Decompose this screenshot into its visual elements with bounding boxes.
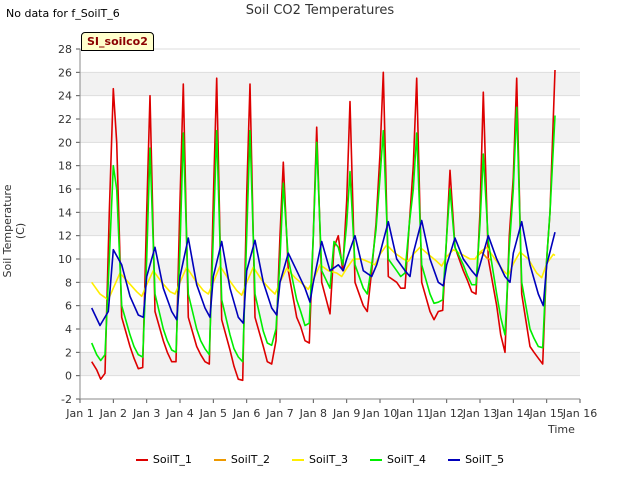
grid-band <box>80 119 580 143</box>
legend-label: SoilT_2 <box>230 453 270 466</box>
x-tick-label: Jan 9 <box>332 407 360 420</box>
grid-band <box>80 72 580 96</box>
legend-label: SoilT_3 <box>308 453 349 466</box>
legend-label: SoilT_5 <box>465 453 505 466</box>
x-tick-label: Jan 7 <box>265 407 293 420</box>
x-axis-label: Time <box>548 423 575 436</box>
y-tick-label: 4 <box>65 323 72 336</box>
y-axis-label: Soil Temperature (C) <box>1 184 27 278</box>
y-tick-label: 24 <box>58 90 72 103</box>
y-tick-label: 28 <box>58 43 72 56</box>
legend-item-soilt3[interactable]: SoilT_3 <box>291 453 349 466</box>
y-tick-label: 0 <box>65 370 72 383</box>
y-tick-label: 18 <box>58 160 72 173</box>
y-tick-label: 12 <box>58 230 72 243</box>
chart-title: Soil CO2 Temperatures <box>245 3 395 18</box>
x-tick-label: Jan 5 <box>199 407 227 420</box>
grid-band <box>80 212 580 236</box>
x-tick-label: Jan 13 <box>462 407 497 420</box>
x-tick-label: Jan 10 <box>362 407 397 420</box>
y-tick-label: -2 <box>61 393 72 406</box>
grid-band <box>80 305 580 329</box>
y-tick-label: 20 <box>58 136 72 149</box>
legend-label: SoilT_4 <box>387 453 427 466</box>
legend-label: SoilT_1 <box>152 453 192 466</box>
legend-swatch <box>135 458 148 461</box>
y-tick-label: 26 <box>58 66 72 79</box>
site-badge[interactable]: SI_soilco2 <box>81 32 154 51</box>
legend-item-soilt4[interactable]: SoilT_4 <box>370 453 426 466</box>
legend-swatch <box>448 458 461 461</box>
grid-band <box>80 352 580 376</box>
grid-band <box>80 165 580 189</box>
legend-swatch <box>291 458 304 461</box>
y-tick-label: 6 <box>65 300 72 313</box>
y-tick-label: 16 <box>58 183 72 196</box>
x-tick-label: Jan 15 <box>528 407 563 420</box>
y-tick-label: 10 <box>58 253 72 266</box>
y-tick-label: 8 <box>65 276 72 289</box>
legend-item-soilt5[interactable]: SoilT_5 <box>448 453 504 466</box>
x-tick-label: Jan 11 <box>395 407 430 420</box>
y-tick-label: 14 <box>58 206 72 219</box>
x-tick-label: Jan 12 <box>428 407 463 420</box>
x-tick-label: Jan 6 <box>232 407 260 420</box>
x-tick-label: Jan 4 <box>165 407 193 420</box>
x-tick-label: Jan 16 <box>562 407 597 420</box>
y-tick-label: 22 <box>58 113 72 126</box>
legend-item-soilt1[interactable]: SoilT_1 <box>135 453 192 466</box>
series-line-soilt5 <box>90 219 556 327</box>
x-tick-label: Jan 2 <box>99 407 127 420</box>
legend-swatch <box>370 458 383 461</box>
x-tick-label: Jan 3 <box>132 407 160 420</box>
legend-swatch <box>213 458 226 461</box>
plot-bands <box>80 72 580 376</box>
series-line-soilt4 <box>90 106 556 363</box>
no-data-notice: No data for f_SoilT_6 <box>6 7 120 20</box>
series-layer <box>90 69 556 382</box>
legend-item-soilt2[interactable]: SoilT_2 <box>213 453 270 466</box>
x-tick-label: Jan 8 <box>299 407 327 420</box>
legend: SoilT_1 SoilT_2 SoilT_3 SoilT_4 SoilT_5 <box>0 453 640 466</box>
x-tick-label: Jan 1 <box>65 407 93 420</box>
x-tick-label: Jan 14 <box>495 407 530 420</box>
series-line-soilt3 <box>91 244 556 301</box>
y-tick-label: 2 <box>65 346 72 359</box>
